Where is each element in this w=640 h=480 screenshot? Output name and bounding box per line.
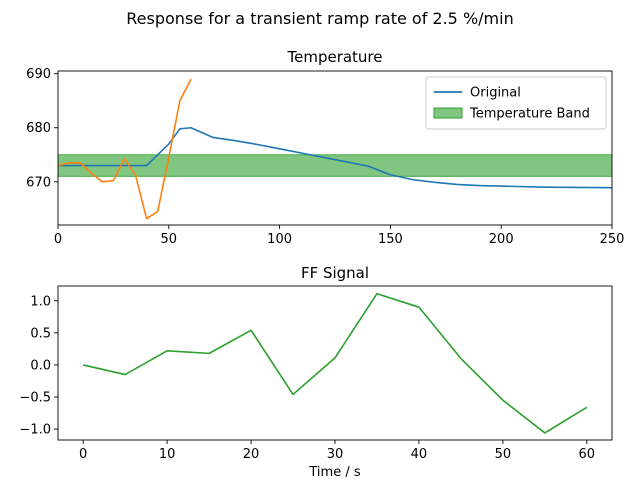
ff-signal-title: FF Signal xyxy=(301,264,369,282)
temperature-xtick-label: 250 xyxy=(600,232,625,247)
ff-signal-xtick-label: 30 xyxy=(327,447,344,462)
temperature-xtick-label: 150 xyxy=(378,232,403,247)
temperature-legend-box xyxy=(425,76,607,130)
temperature-legend-temperature-band-swatch xyxy=(433,107,463,119)
temperature-band xyxy=(58,154,612,177)
temperature-title: Temperature xyxy=(286,48,382,66)
ff-signal-ytick-label: 1.0 xyxy=(30,294,51,309)
ff-signal-ytick-label: 0.0 xyxy=(30,358,51,373)
ff-signal-xtick-label: 60 xyxy=(579,447,596,462)
ff-signal-axes-frame xyxy=(57,285,613,441)
ff-signal-ytick-label: 0.5 xyxy=(30,326,51,341)
ff-signal-ytick-label: −0.5 xyxy=(19,391,51,406)
ff-signal-ytick-label: −1.0 xyxy=(19,423,51,438)
temperature-xtick-label: 50 xyxy=(161,232,178,247)
temperature-axes: Temperature 0 50 100 150 200 250 670 680 690 Origi… xyxy=(26,48,624,247)
temperature-ytick-label: 690 xyxy=(26,67,51,82)
ff-signal-xtick-label: 50 xyxy=(495,447,512,462)
temperature-legend-temperature-band-label: Temperature Band xyxy=(469,107,590,122)
temperature-ytick-label: 670 xyxy=(26,175,51,190)
temperature-series-original-line xyxy=(58,126,612,189)
ff-signal-xtick-label: 40 xyxy=(411,447,428,462)
temperature-axes-frame xyxy=(57,70,613,226)
figure-title: Response for a transient ramp rate of 2.… xyxy=(126,9,513,28)
ff-signal-series-1-line xyxy=(83,292,588,434)
temperature-xtick-label: 200 xyxy=(489,232,514,247)
temperature-xtick-label: 100 xyxy=(267,232,292,247)
temperature-legend-original-label: Original xyxy=(470,86,521,101)
ff-signal-xlabel: Time / s xyxy=(308,465,360,480)
temperature-xtick-label: 0 xyxy=(54,232,62,247)
ff-signal-xtick-label: 0 xyxy=(79,447,87,462)
ff-signal-xtick-label: 10 xyxy=(159,447,176,462)
temperature-series-2-line xyxy=(58,78,192,220)
ff-signal-axes: FF Signal 0 10 20 30 40 50 60 1.0 0.5 0.0 −0.5 −1.0 T… xyxy=(19,264,613,480)
ff-signal-xtick-label: 20 xyxy=(243,447,260,462)
temperature-ytick-label: 680 xyxy=(26,121,51,136)
